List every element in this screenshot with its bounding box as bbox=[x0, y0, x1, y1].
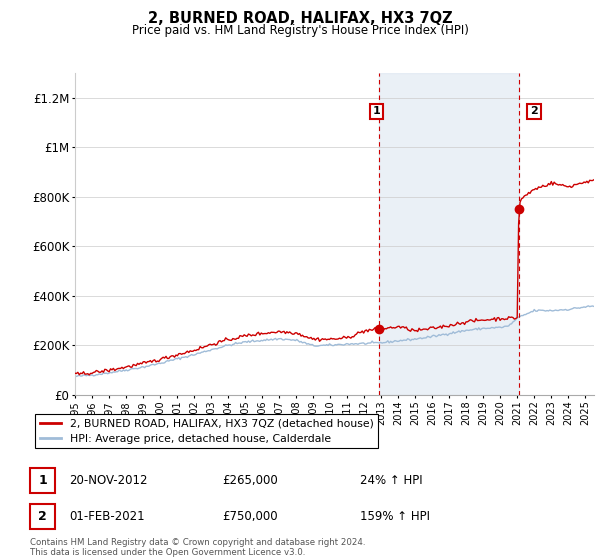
Legend: 2, BURNED ROAD, HALIFAX, HX3 7QZ (detached house), HPI: Average price, detached : 2, BURNED ROAD, HALIFAX, HX3 7QZ (detach… bbox=[35, 414, 378, 449]
Bar bbox=[379, 73, 519, 395]
Text: 01-FEB-2021: 01-FEB-2021 bbox=[69, 510, 145, 523]
Text: 1: 1 bbox=[38, 474, 47, 487]
Text: £750,000: £750,000 bbox=[222, 510, 278, 523]
Text: £265,000: £265,000 bbox=[222, 474, 278, 487]
Text: Contains HM Land Registry data © Crown copyright and database right 2024.
This d: Contains HM Land Registry data © Crown c… bbox=[30, 538, 365, 557]
Text: 24% ↑ HPI: 24% ↑ HPI bbox=[360, 474, 422, 487]
FancyBboxPatch shape bbox=[30, 468, 55, 493]
Text: 159% ↑ HPI: 159% ↑ HPI bbox=[360, 510, 430, 523]
Text: 2: 2 bbox=[38, 510, 47, 523]
Text: 2, BURNED ROAD, HALIFAX, HX3 7QZ: 2, BURNED ROAD, HALIFAX, HX3 7QZ bbox=[148, 11, 452, 26]
Text: 1: 1 bbox=[373, 106, 380, 116]
FancyBboxPatch shape bbox=[30, 505, 55, 529]
Text: 20-NOV-2012: 20-NOV-2012 bbox=[69, 474, 148, 487]
Text: 2: 2 bbox=[530, 106, 538, 116]
Text: Price paid vs. HM Land Registry's House Price Index (HPI): Price paid vs. HM Land Registry's House … bbox=[131, 24, 469, 36]
